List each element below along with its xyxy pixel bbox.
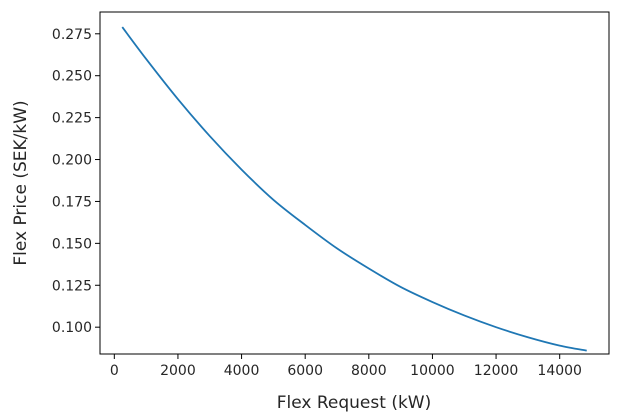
x-tick-label: 8000 (351, 363, 387, 379)
y-tick-label: 0.100 (52, 320, 92, 336)
x-tick-label: 6000 (287, 363, 323, 379)
y-tick-label: 0.125 (52, 278, 92, 294)
x-tick-label: 14000 (537, 363, 582, 379)
x-axis: 0 2000 4000 6000 8000 10000 12000 14000 (110, 354, 582, 379)
series-layer (121, 26, 587, 352)
x-tick-label: 2000 (160, 363, 196, 379)
x-tick-label: 12000 (474, 363, 519, 379)
y-tick-label: 0.200 (52, 153, 92, 169)
y-tick-label: 0.150 (52, 236, 92, 252)
y-tick-label: 0.175 (52, 194, 92, 210)
x-tick-label: 10000 (410, 363, 455, 379)
y-tick-label: 0.275 (52, 27, 92, 43)
x-axis-label: Flex Request (kW) (277, 393, 432, 413)
y-tick-label: 0.225 (52, 111, 92, 127)
plot-area (99, 11, 610, 355)
y-tick-label: 0.250 (52, 69, 92, 85)
series-line (121, 26, 587, 352)
y-axis-label: Flex Price (SEK/kW) (11, 100, 31, 265)
y-axis: 0.100 0.125 0.150 0.175 0.200 0.225 0.250 0.275 (52, 27, 100, 336)
x-tick-label: 4000 (224, 363, 260, 379)
x-tick-label: 0 (110, 363, 119, 379)
